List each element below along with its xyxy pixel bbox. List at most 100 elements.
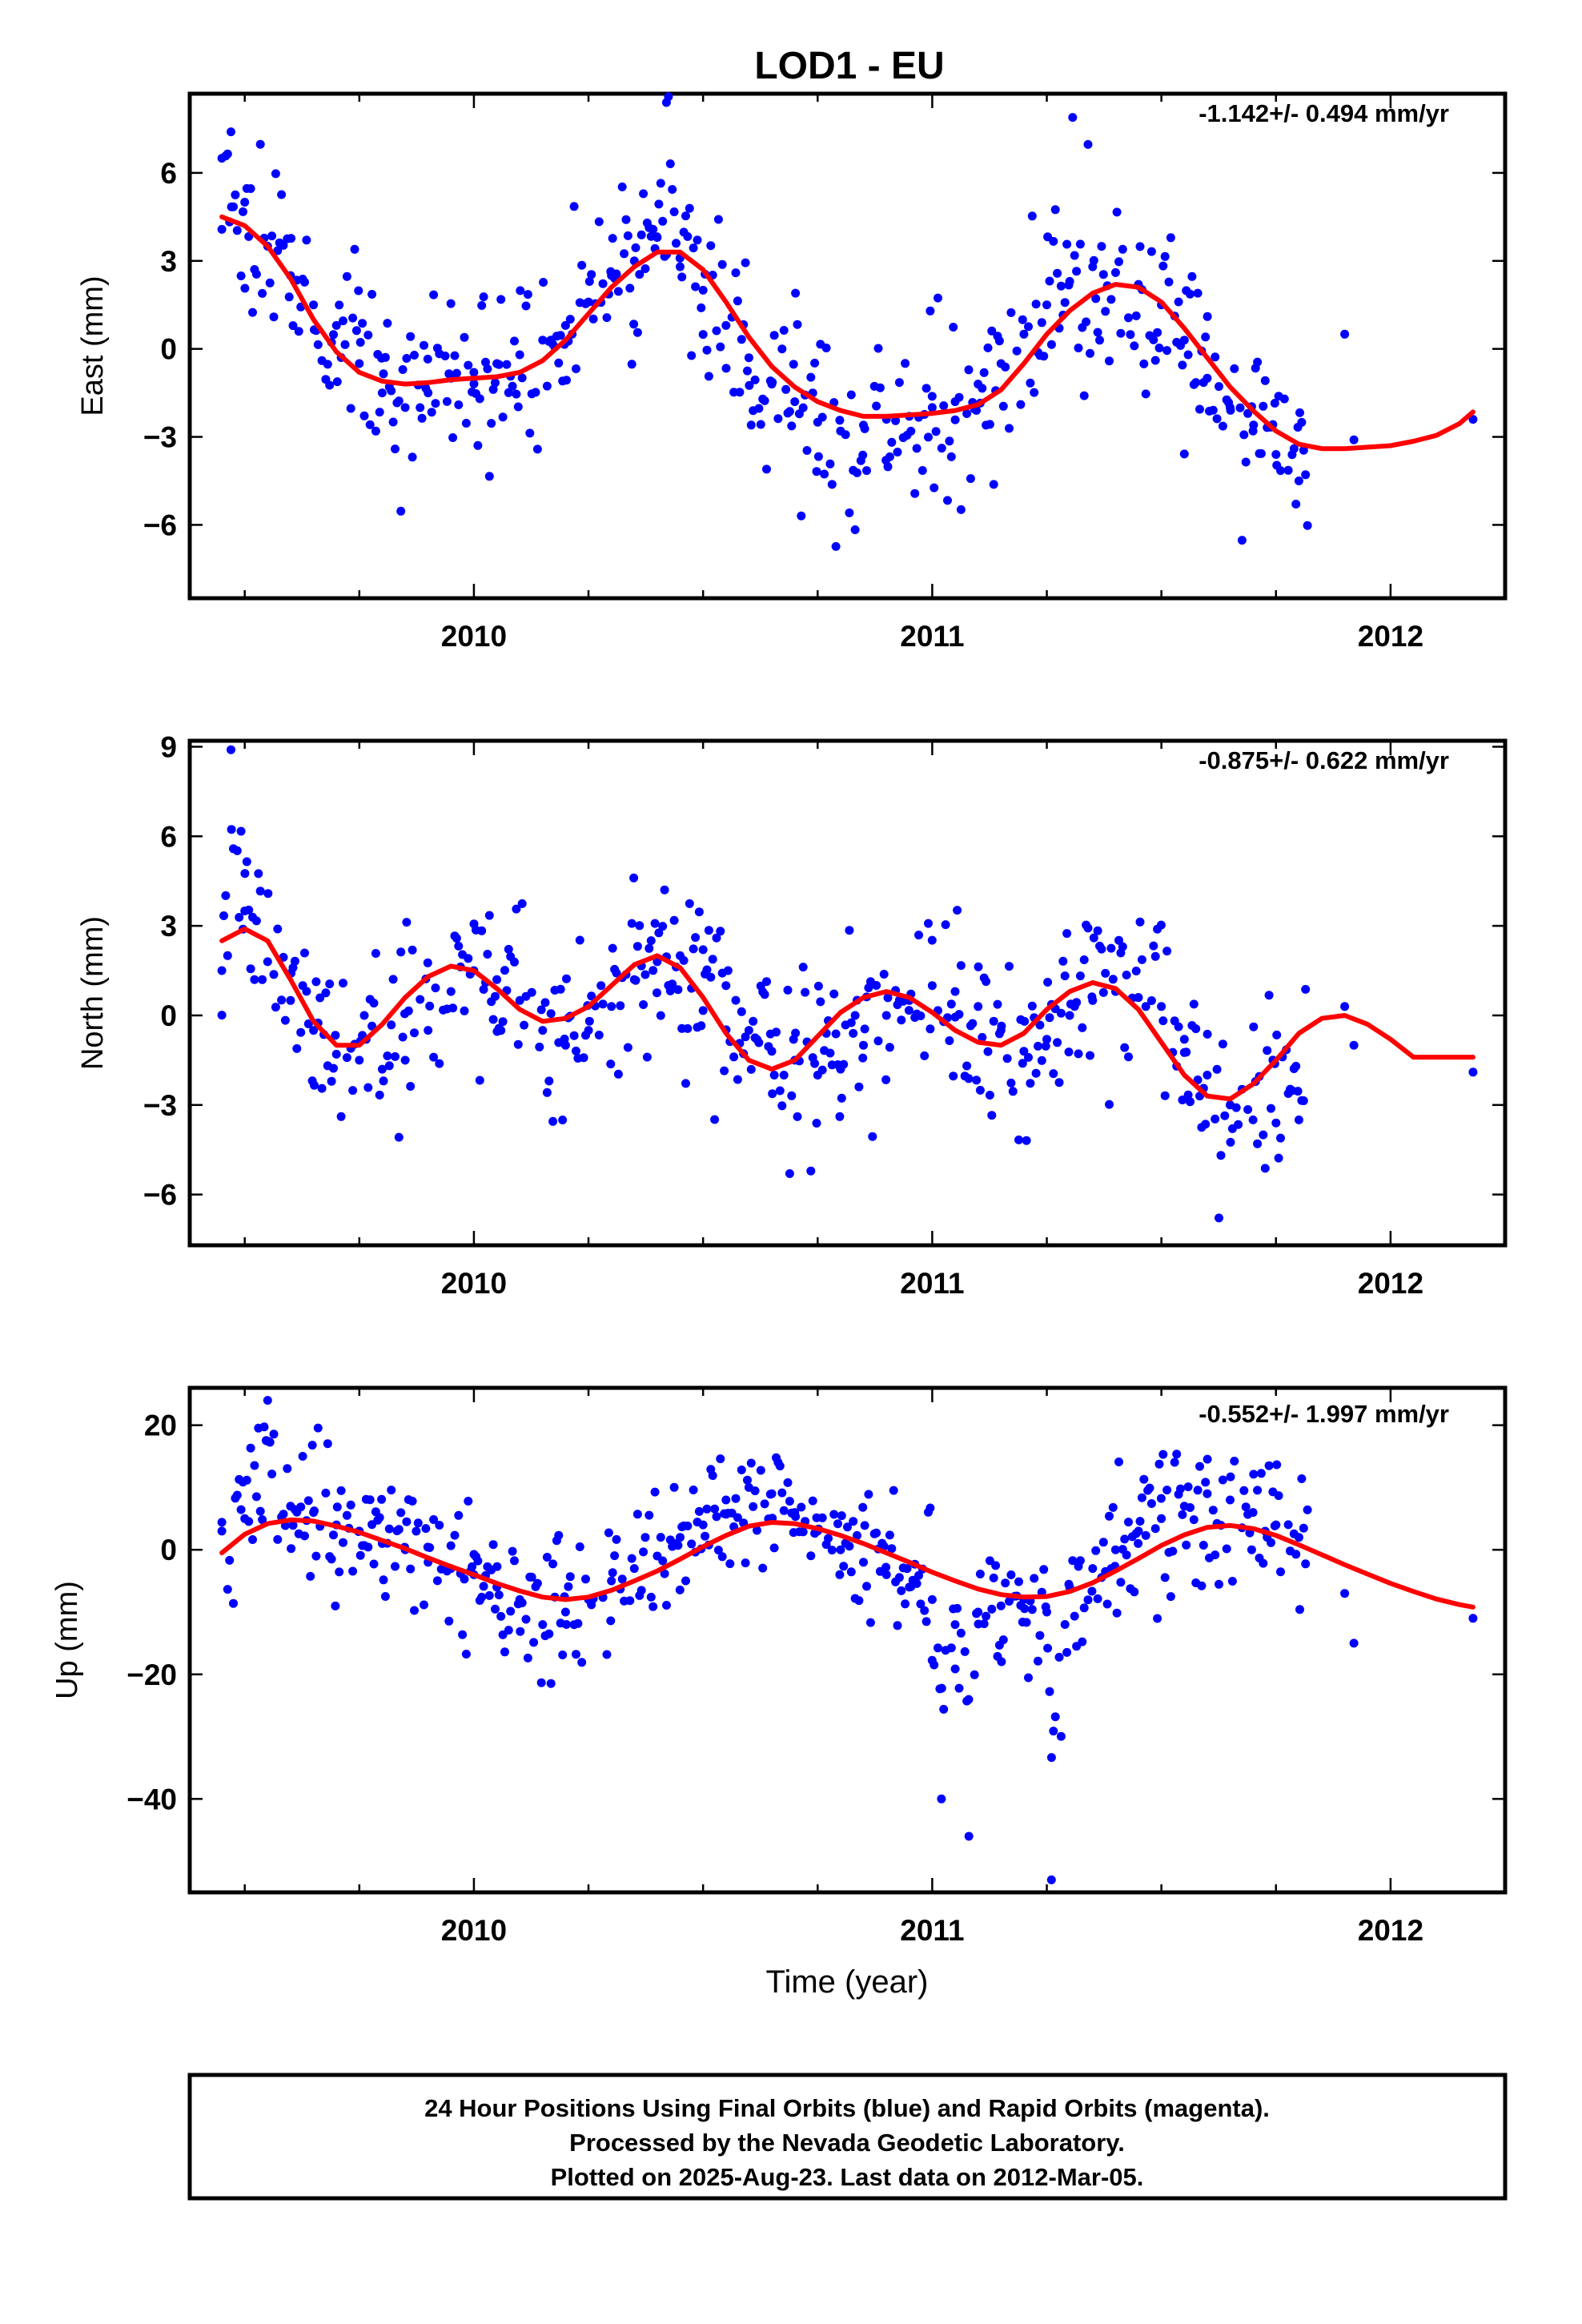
data-point	[538, 336, 548, 345]
data-point	[910, 489, 920, 498]
data-point	[332, 377, 342, 387]
data-point	[1272, 1460, 1282, 1470]
data-point	[914, 1570, 923, 1580]
data-point	[406, 332, 416, 341]
data-point	[1179, 1502, 1189, 1511]
data-point	[979, 1619, 989, 1629]
data-point	[937, 1794, 946, 1803]
data-point	[584, 277, 594, 286]
data-point	[1256, 448, 1266, 458]
data-point	[327, 1076, 336, 1086]
data-point	[989, 480, 998, 489]
data-point	[731, 1494, 741, 1503]
data-point	[632, 942, 642, 951]
data-point	[431, 399, 440, 408]
data-point	[685, 203, 694, 213]
data-point	[827, 480, 837, 489]
data-point	[769, 1071, 779, 1080]
x-tick-label: 2012	[1358, 620, 1423, 653]
data-point	[849, 1517, 858, 1526]
data-point	[402, 1517, 412, 1526]
data-point	[1468, 1614, 1478, 1623]
data-point	[831, 541, 841, 551]
data-point	[396, 1508, 406, 1518]
data-point	[689, 1486, 698, 1494]
data-point	[254, 869, 263, 879]
data-point	[906, 426, 916, 436]
data-point	[515, 1594, 524, 1604]
data-point	[656, 1011, 665, 1020]
data-point	[1058, 956, 1068, 966]
data-point	[311, 1551, 321, 1561]
data-point	[950, 1664, 960, 1674]
data-point	[1279, 394, 1289, 404]
data-point	[1072, 267, 1082, 276]
data-point	[296, 1027, 306, 1037]
data-point	[246, 184, 255, 193]
data-point	[1037, 1055, 1046, 1065]
data-point	[950, 1620, 960, 1630]
data-point	[889, 1486, 898, 1495]
data-point	[377, 1064, 387, 1074]
data-point	[575, 1542, 584, 1551]
data-point	[479, 985, 488, 994]
data-point	[560, 1040, 570, 1050]
data-point	[302, 235, 311, 245]
data-point	[398, 1032, 408, 1042]
data-point	[542, 1088, 552, 1097]
data-point	[565, 315, 575, 324]
data-point	[1134, 1526, 1143, 1536]
data-point	[606, 1616, 616, 1626]
data-point	[926, 306, 935, 316]
data-point	[1176, 1484, 1185, 1494]
data-point	[1243, 1105, 1253, 1114]
data-point	[269, 970, 279, 979]
data-point	[1091, 294, 1101, 304]
data-point	[408, 1497, 417, 1506]
data-point	[1124, 1052, 1133, 1062]
data-point	[873, 344, 883, 353]
data-point	[683, 1522, 693, 1530]
data-point	[1215, 382, 1223, 392]
data-point	[313, 340, 323, 349]
data-point	[227, 127, 235, 137]
data-point	[1082, 317, 1091, 327]
data-point	[964, 365, 974, 375]
data-point	[1249, 1470, 1259, 1479]
data-point	[1158, 1449, 1168, 1459]
data-point	[1226, 1495, 1235, 1505]
data-point	[781, 384, 791, 394]
data-point	[623, 1043, 632, 1052]
data-point	[236, 1505, 246, 1514]
data-point	[850, 525, 860, 534]
data-point	[1024, 1052, 1033, 1062]
data-point	[640, 1533, 650, 1542]
data-point	[845, 508, 854, 517]
data-point	[1027, 1001, 1037, 1011]
data-point	[1259, 1130, 1268, 1140]
data-point	[975, 1085, 985, 1095]
data-point	[310, 1080, 319, 1090]
data-point	[850, 1011, 860, 1020]
data-point	[258, 1515, 267, 1525]
data-point	[644, 943, 654, 953]
data-point	[375, 1090, 384, 1100]
data-point	[865, 1618, 875, 1627]
data-point	[544, 1076, 554, 1086]
data-point	[286, 1502, 295, 1511]
data-point	[369, 999, 379, 1008]
data-point	[954, 1683, 964, 1693]
data-point	[1106, 943, 1116, 953]
plot-frame	[187, 91, 1508, 601]
data-point	[250, 1461, 259, 1470]
data-point	[508, 381, 517, 391]
data-point	[251, 916, 261, 926]
data-point	[1045, 1013, 1054, 1023]
data-point	[987, 1111, 997, 1120]
data-point	[704, 372, 713, 381]
data-point	[1088, 1564, 1098, 1574]
data-point	[538, 1026, 548, 1035]
data-point	[432, 1576, 442, 1586]
data-point	[1274, 1153, 1283, 1163]
data-point	[775, 1086, 785, 1096]
